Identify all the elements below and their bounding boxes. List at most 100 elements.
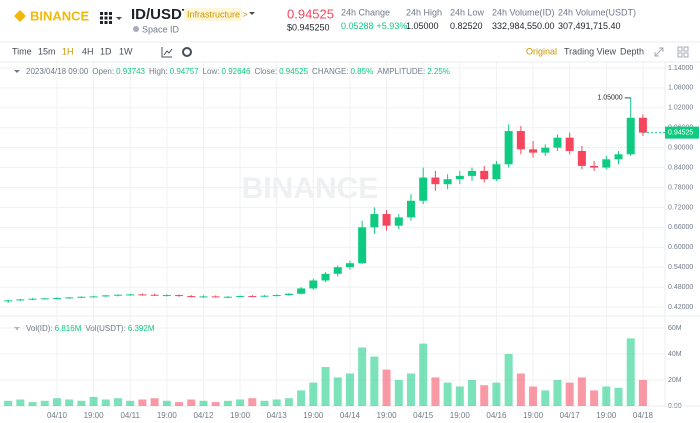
pair: ID/USDT	[131, 6, 191, 23]
view-button[interactable]: Original	[526, 46, 557, 56]
volume-bar	[480, 385, 489, 406]
y-tick-label: 0.54000	[668, 264, 693, 271]
candle-body	[406, 200, 415, 218]
collapse-icon[interactable]	[14, 70, 20, 73]
indicator-icon[interactable]	[161, 47, 173, 58]
y-tick-label: 0.48000	[668, 284, 693, 291]
interval-button[interactable]: 4H	[82, 46, 94, 56]
volume-bar	[126, 400, 135, 406]
info-label: Low:	[203, 67, 220, 76]
last-price-tag	[665, 126, 699, 139]
y-tick-label: 0.84000	[668, 164, 693, 171]
info-label: CHANGE:	[312, 67, 348, 76]
fullscreen-icon[interactable]	[654, 47, 664, 57]
x-tick-label: 19:00	[377, 411, 398, 420]
info-label: Close:	[254, 67, 277, 76]
volume-bar	[175, 402, 184, 406]
x-tick-label: 19:00	[450, 411, 471, 420]
volume-bar	[4, 400, 13, 406]
volume-bar	[394, 379, 403, 406]
volume-bar	[492, 382, 501, 406]
candle-body	[65, 297, 74, 299]
volume-bar	[162, 400, 171, 406]
candle-body	[431, 177, 440, 185]
view-button[interactable]: Depth	[620, 46, 644, 56]
candle-body	[358, 227, 367, 264]
volume-bar	[358, 347, 367, 406]
y-tick-label: 0.72000	[668, 204, 693, 211]
chart: BINANCE 04/10 19:00 04/11 19:00 04/12 19:00 04/…	[0, 62, 700, 420]
peak-label: 1.05000	[597, 95, 622, 102]
stat-value: 1.05000	[406, 21, 439, 31]
candle-body	[321, 273, 330, 281]
volume-bar	[284, 398, 293, 406]
volume-bar	[553, 379, 562, 406]
candle-body	[162, 295, 171, 297]
info-label: Open:	[92, 67, 114, 76]
settings-icon[interactable]	[182, 47, 192, 57]
candle-body	[455, 175, 464, 180]
volume-tick-label: 60M	[668, 325, 682, 332]
volume-bar	[199, 400, 208, 406]
volume-bar	[529, 386, 538, 406]
volume-bar	[272, 399, 281, 406]
y-tick-label: 0.60000	[668, 244, 693, 251]
volume-bar	[590, 390, 599, 406]
project-icon	[133, 26, 139, 32]
volume-info-value: 6.816M	[55, 324, 82, 333]
candle-body	[199, 296, 208, 298]
volume-bar	[40, 400, 49, 406]
menu-icon[interactable]	[100, 12, 112, 24]
volume-tick-label: 20M	[668, 377, 682, 384]
volume-bar	[516, 373, 525, 406]
info-label: High:	[149, 67, 168, 76]
volume-bar	[345, 373, 354, 406]
interval-button[interactable]: 15m	[38, 46, 56, 56]
candle-body	[16, 299, 25, 301]
candle-body	[590, 165, 599, 168]
info-label: AMPLITUDE:	[377, 67, 425, 76]
x-tick-label: 19:00	[596, 411, 617, 420]
volume-info-label: Vol(USDT):	[85, 324, 125, 333]
x-tick-label: 04/17	[560, 411, 581, 420]
tag[interactable]: Infrastructure >	[187, 9, 248, 19]
stat-label: 24h High	[406, 7, 442, 17]
volume-bar	[406, 373, 415, 406]
candle-body	[114, 294, 123, 296]
candle-body	[126, 294, 135, 296]
logo[interactable]: BINANCE	[30, 8, 90, 23]
candle-body	[614, 154, 623, 160]
candle-body	[419, 177, 428, 201]
candle-body	[504, 131, 513, 165]
y-tick-label: 0.90000	[668, 145, 693, 152]
volume-bar	[577, 377, 586, 406]
candle-body	[211, 296, 220, 298]
candle-body	[602, 159, 611, 168]
y-tick-label: 1.02000	[668, 105, 693, 112]
candle-body	[309, 280, 318, 289]
interval-button[interactable]: 1D	[100, 46, 112, 56]
candle-body	[175, 295, 184, 297]
last-price-label: 0.94525	[668, 129, 693, 136]
stat-value: 332,984,550.00	[492, 21, 555, 31]
stat-value: 0.05288 +5.93%	[341, 21, 407, 31]
interval-button[interactable]: 1W	[119, 46, 133, 56]
volume-bar	[638, 379, 647, 406]
candle-body	[236, 296, 245, 298]
layout-icon[interactable]	[677, 46, 689, 58]
volume-bar	[602, 386, 611, 406]
interval-button[interactable]: 1H	[62, 46, 74, 56]
collapse-icon[interactable]	[14, 327, 20, 330]
project: Space ID	[142, 24, 180, 34]
y-tick-label: 0.78000	[668, 184, 693, 191]
y-tick-label: 1.14000	[668, 65, 693, 72]
candle-body	[272, 295, 281, 297]
caret	[249, 12, 255, 15]
interval-button[interactable]: Time	[12, 46, 32, 56]
view-button[interactable]: Trading View	[564, 46, 617, 56]
stat-label: 24h Volume(ID)	[492, 7, 555, 17]
volume-bar	[297, 390, 306, 406]
volume-bar	[248, 398, 257, 406]
stat-value: 307,491,715.40	[558, 21, 621, 31]
volume-info: Vol(ID): 6.816M Vol(USDT): 6.392M	[26, 324, 155, 333]
